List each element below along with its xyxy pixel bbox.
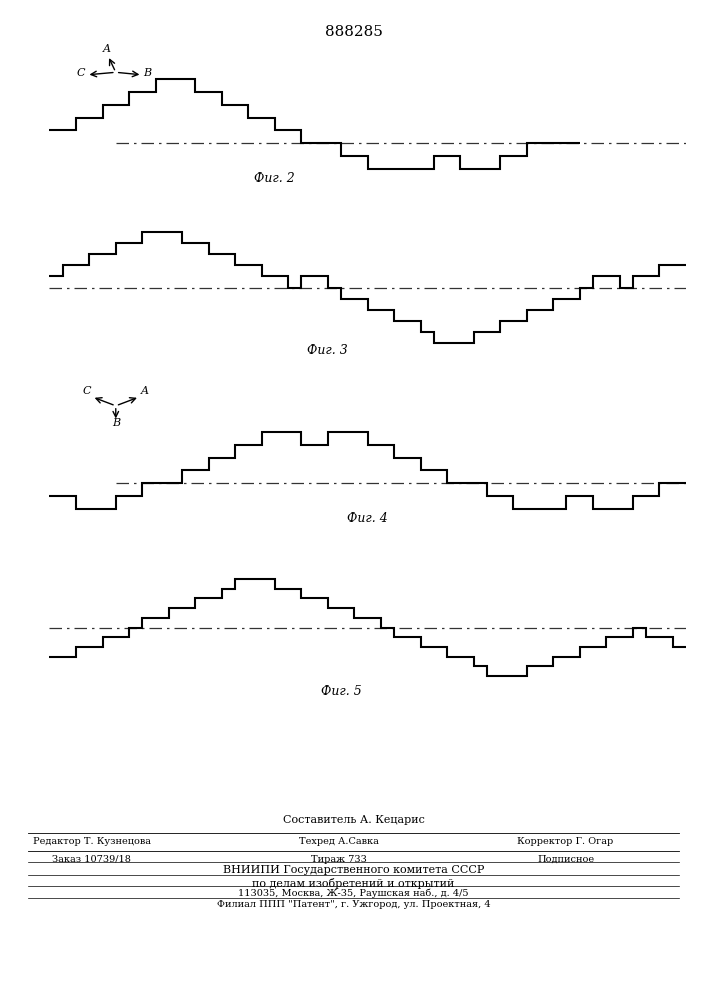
Text: A: A [103,44,110,54]
Text: B: B [112,418,119,428]
Text: C: C [82,386,91,396]
Text: Тираж 733: Тираж 733 [311,855,368,864]
Text: B: B [144,68,151,78]
Text: Составитель А. Кецарис: Составитель А. Кецарис [283,815,424,825]
Text: Фиг. 2: Фиг. 2 [255,172,296,185]
Text: A: A [141,386,149,396]
Text: по делам изобретений и открытий: по делам изобретений и открытий [252,878,455,889]
Text: Редактор Т. Кузнецова: Редактор Т. Кузнецова [33,837,151,846]
Text: 888285: 888285 [325,25,382,39]
Text: Фиг. 3: Фиг. 3 [308,344,349,357]
Text: 113035, Москва, Ж-35, Раушская наб., д. 4/5: 113035, Москва, Ж-35, Раушская наб., д. … [238,889,469,898]
Text: Корректор Г. Огар: Корректор Г. Огар [518,837,614,846]
Text: Фиг. 5: Фиг. 5 [321,685,361,698]
Text: ВНИИПИ Государственного комитета СССР: ВНИИПИ Государственного комитета СССР [223,865,484,875]
Text: Подписное: Подписное [537,855,594,864]
Text: Техред А.Савка: Техред А.Савка [300,837,379,846]
Text: Филиал ППП "Патент", г. Ужгород, ул. Проектная, 4: Филиал ППП "Патент", г. Ужгород, ул. Про… [216,900,491,909]
Text: Фиг. 4: Фиг. 4 [347,512,388,525]
Text: C: C [77,68,86,78]
Text: Заказ 10739/18: Заказ 10739/18 [52,855,132,864]
